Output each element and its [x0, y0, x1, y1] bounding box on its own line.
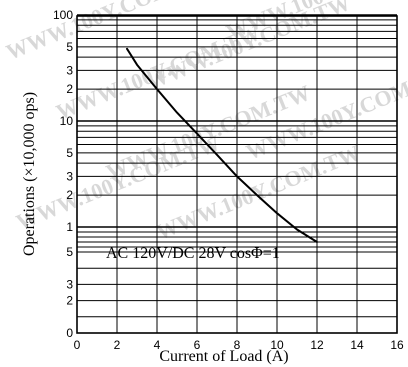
x-tick-label: 14	[350, 338, 364, 352]
annotation-label: AC 120V/DC 28V cosΦ=1	[106, 245, 280, 262]
y-tick-label: 5	[66, 40, 73, 54]
y-tick-label: 1	[66, 220, 73, 234]
x-tick-labels: 0 2 4 6 8 10 12 14 16	[74, 338, 404, 352]
y-tick-label: 10	[60, 114, 74, 128]
y-tick-label: 3	[66, 277, 73, 291]
x-tick-label: 6	[194, 338, 201, 352]
y-tick-label: 5	[66, 146, 73, 160]
x-tick-label: 12	[310, 338, 324, 352]
y-axis-label: Operations (×10,000 ops)	[21, 92, 38, 256]
plot-frame	[76, 15, 398, 334]
x-tick-label: 16	[390, 338, 404, 352]
plot-border	[76, 15, 398, 334]
y-tick-label: 2	[66, 82, 73, 96]
x-tick-label: 0	[74, 338, 81, 352]
y-tick-labels: 100 5 3 2 10 5 3 2 1 5 3 2 0	[53, 8, 73, 340]
y-tick-label: 5	[66, 245, 73, 259]
y-tick-label: 0	[66, 326, 73, 340]
x-tick-label: 4	[154, 338, 161, 352]
series-layer	[126, 47, 318, 243]
x-tick-label: 10	[270, 338, 284, 352]
x-tick-label: 2	[114, 338, 121, 352]
y-tick-label: 100	[53, 8, 73, 22]
y-tick-label: 2	[66, 294, 73, 308]
y-tick-label: 2	[66, 188, 73, 202]
x-tick-label: 8	[234, 338, 241, 352]
x-axis-label: Current of Load (A)	[159, 348, 288, 365]
y-tick-label: 3	[66, 63, 73, 77]
series-line	[126, 47, 318, 243]
y-tick-label: 3	[66, 169, 73, 183]
